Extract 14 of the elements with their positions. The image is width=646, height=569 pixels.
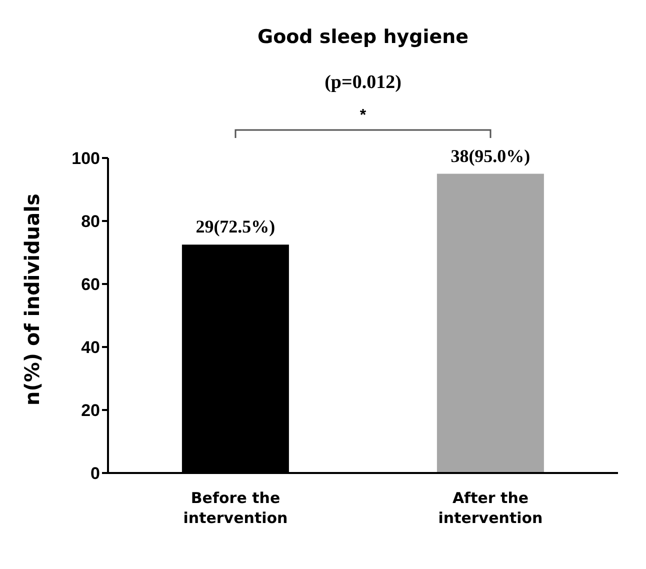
y-tick-label: 40	[81, 338, 100, 358]
y-tick-label: 60	[81, 275, 100, 294]
y-tick-label: 100	[72, 149, 100, 168]
text: *	[360, 107, 367, 124]
x-tick-label: After the intervention	[438, 489, 543, 527]
y-axis-title: n(%) of individuals	[20, 194, 44, 406]
y-tick-label: 0	[90, 464, 100, 484]
data-label: 38(95.0%)	[450, 146, 530, 166]
x-tick-label: Before the intervention	[183, 489, 288, 527]
y-tick-label: 80	[81, 212, 100, 232]
chart-title: Good sleep hygiene	[257, 26, 469, 48]
y-tick-label: 20	[81, 401, 100, 420]
data-label: 29(72.5%)	[196, 216, 276, 237]
text: (p=0.012)	[324, 72, 402, 93]
